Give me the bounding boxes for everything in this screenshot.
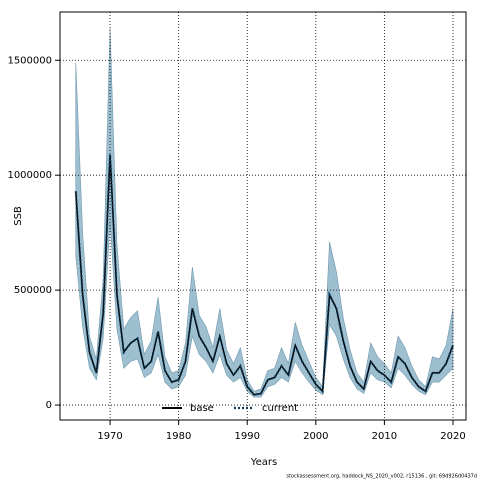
legend-label: current <box>262 403 298 414</box>
series-line <box>74 154 455 396</box>
x-tick-label: 2000 <box>303 431 328 442</box>
x-tick-label: 1980 <box>166 431 191 442</box>
x-axis-label: Years <box>250 457 277 468</box>
y-tick-label: 1000000 <box>7 170 52 181</box>
y-axis-label: SSB <box>13 206 24 226</box>
y-tick-label: 500000 <box>14 285 52 296</box>
x-tick-label: 2010 <box>372 431 397 442</box>
legend-label: base <box>190 403 214 414</box>
y-tick-label: 1500000 <box>7 55 52 66</box>
x-tick-label: 1970 <box>97 431 122 442</box>
plot-frame <box>59 11 467 421</box>
x-tick-label: 2020 <box>440 431 465 442</box>
confidence-band <box>75 28 454 398</box>
x-tick-label: 1990 <box>234 431 259 442</box>
footer: stockassessment.org, haddock_NS_2020_v00… <box>286 474 477 480</box>
y-tick-label: 0 <box>46 400 52 411</box>
